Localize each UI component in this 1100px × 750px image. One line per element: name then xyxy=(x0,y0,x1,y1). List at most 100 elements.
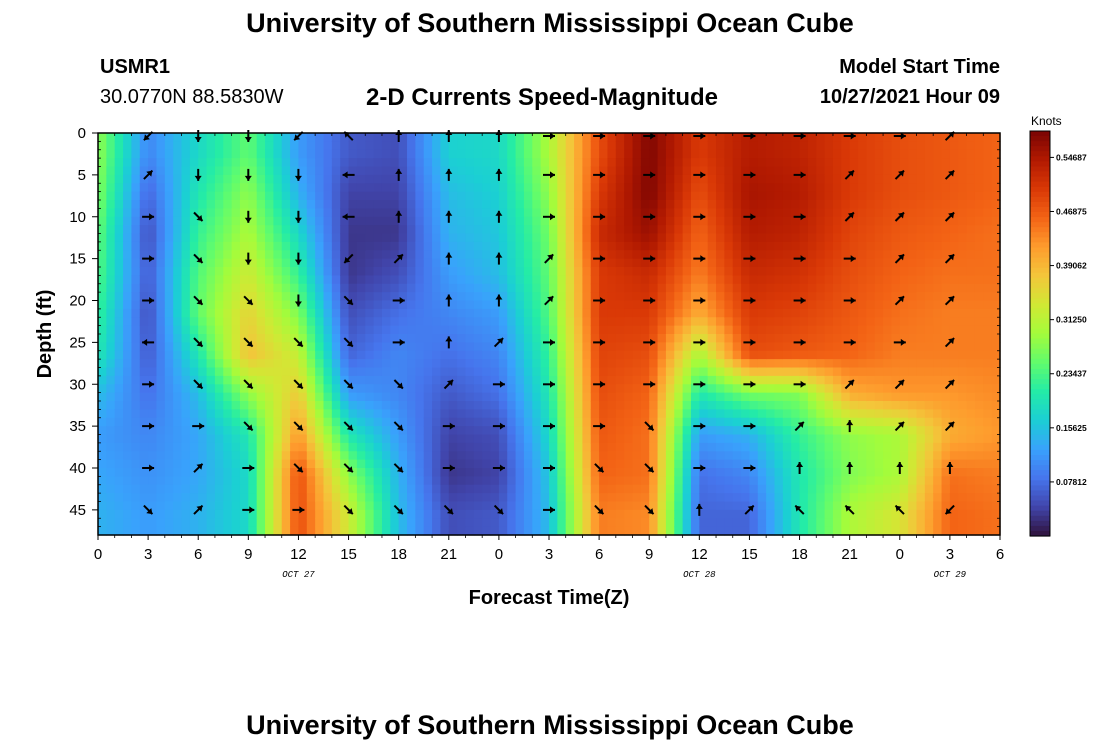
heatmap-cell xyxy=(624,334,634,343)
heatmap-cell xyxy=(498,250,508,260)
heatmap-cell xyxy=(131,158,141,168)
heatmap-cell xyxy=(523,158,533,168)
heatmap-cell xyxy=(448,325,458,335)
heatmap-cell xyxy=(724,241,734,251)
heatmap-cell xyxy=(565,342,575,352)
heatmap-cell xyxy=(665,267,675,276)
heatmap-cell xyxy=(732,275,742,285)
heatmap-cell xyxy=(223,518,233,528)
heatmap-cell xyxy=(398,241,408,251)
heatmap-cell xyxy=(432,417,442,427)
heatmap-cell xyxy=(465,308,475,318)
heatmap-cell xyxy=(807,442,817,452)
heatmap-cell xyxy=(791,275,801,285)
heatmap-cell xyxy=(732,267,742,276)
heatmap-cell xyxy=(899,258,909,268)
heatmap-cell xyxy=(782,426,792,436)
heatmap-cell xyxy=(941,283,951,293)
heatmap-cell xyxy=(214,442,224,452)
heatmap-cell xyxy=(281,225,291,235)
heatmap-cell xyxy=(239,174,249,184)
heatmap-cell xyxy=(824,275,834,285)
heatmap-cell xyxy=(223,451,233,461)
heatmap-cell xyxy=(265,501,274,511)
heatmap-cell xyxy=(131,183,141,193)
heatmap-cell xyxy=(832,275,842,285)
heatmap-cell xyxy=(365,409,375,419)
heatmap-cell xyxy=(607,275,617,285)
heatmap-cell xyxy=(457,409,467,419)
heatmap-cell xyxy=(206,375,216,385)
heatmap-cell xyxy=(782,200,792,209)
heatmap-cell xyxy=(323,518,333,528)
heatmap-cell xyxy=(741,233,751,243)
heatmap-cell xyxy=(924,501,934,511)
heatmap-cell xyxy=(181,359,191,369)
heatmap-cell xyxy=(607,518,617,528)
heatmap-cell xyxy=(908,133,918,142)
heatmap-cell xyxy=(156,308,166,318)
heatmap-cell xyxy=(891,225,901,235)
heatmap-cell xyxy=(532,325,542,335)
heatmap-cell xyxy=(189,283,199,293)
heatmap-cell xyxy=(323,174,333,184)
heatmap-cell xyxy=(858,442,867,452)
heatmap-cell xyxy=(699,133,709,142)
heatmap-cell xyxy=(473,133,483,142)
heatmap-cell xyxy=(281,300,291,310)
heatmap-cell xyxy=(381,484,391,494)
heatmap-cell xyxy=(732,250,742,260)
heatmap-cell xyxy=(757,509,767,519)
heatmap-cell xyxy=(908,225,918,235)
heatmap-cell xyxy=(273,191,283,201)
heatmap-cell xyxy=(866,174,876,184)
heatmap-cell xyxy=(824,342,834,352)
heatmap-cell xyxy=(615,501,625,511)
heatmap-cell xyxy=(148,241,158,251)
heatmap-cell xyxy=(423,225,433,235)
heatmap-cell xyxy=(557,451,567,461)
heatmap-cell xyxy=(156,216,166,226)
heatmap-cell xyxy=(532,468,542,477)
heatmap-cell xyxy=(473,401,483,410)
heatmap-cell xyxy=(632,267,642,276)
heatmap-cell xyxy=(858,275,867,285)
heatmap-cell xyxy=(139,158,149,168)
heatmap-cell xyxy=(214,451,224,461)
heatmap-cell xyxy=(181,501,191,511)
heatmap-cell xyxy=(958,317,968,327)
heatmap-cell xyxy=(690,350,700,360)
heatmap-cell xyxy=(98,392,107,402)
heatmap-cell xyxy=(407,216,416,226)
heatmap-cell xyxy=(791,451,801,461)
heatmap-cell xyxy=(407,434,416,444)
heatmap-cell xyxy=(181,141,191,151)
heatmap-cell xyxy=(632,442,642,452)
heatmap-cell xyxy=(607,484,617,494)
heatmap-cell xyxy=(465,417,475,427)
heatmap-cell xyxy=(741,442,751,452)
heatmap-cell xyxy=(248,384,258,394)
heatmap-cell xyxy=(665,241,675,251)
heatmap-cell xyxy=(690,300,700,310)
heatmap-cell xyxy=(407,292,416,302)
heatmap-cell xyxy=(448,308,458,318)
heatmap-cell xyxy=(741,434,751,444)
heatmap-cell xyxy=(114,233,124,243)
heatmap-cell xyxy=(490,518,500,528)
heatmap-cell xyxy=(624,459,634,469)
heatmap-cell xyxy=(949,267,959,276)
heatmap-cell xyxy=(532,476,542,486)
heatmap-cell xyxy=(716,216,725,226)
heatmap-cell xyxy=(716,392,725,402)
heatmap-cell xyxy=(356,459,366,469)
heatmap-cell xyxy=(98,258,107,268)
heatmap-cell xyxy=(248,476,258,486)
heatmap-cell xyxy=(114,442,124,452)
heatmap-cell xyxy=(640,225,650,235)
heatmap-cell xyxy=(799,526,809,536)
heatmap-cell xyxy=(423,317,433,327)
heatmap-cell xyxy=(306,484,316,494)
heatmap-cell xyxy=(114,493,124,503)
heatmap-cell xyxy=(106,484,116,494)
